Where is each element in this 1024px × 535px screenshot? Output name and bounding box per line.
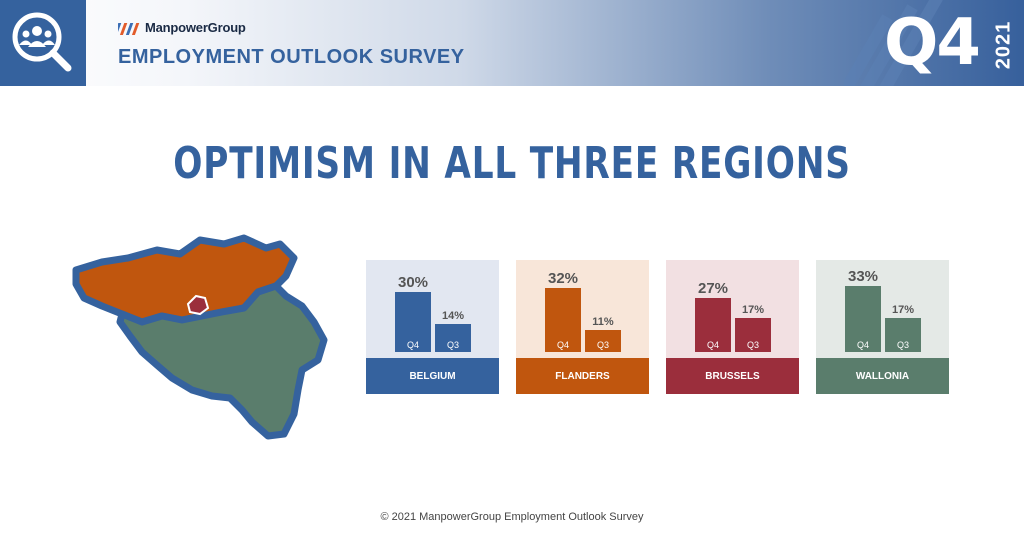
bar-q3: [585, 330, 621, 352]
banner-stripes: [844, 0, 943, 86]
bar-value-label: 14%: [442, 310, 464, 322]
region-label: WALLONIA: [816, 358, 949, 394]
region-charts: Q4 30% Q3 14% BELGIUM Q4 32% Q3 11% FLANDERS Q4 27%…: [366, 260, 950, 394]
bar-category-label: Q3: [897, 340, 909, 350]
brand-logo: ManpowerGroup: [118, 20, 246, 35]
brand-name: ManpowerGroup: [145, 20, 246, 35]
bar-category-label: Q3: [447, 340, 459, 350]
chart-background: [816, 260, 949, 358]
bar-value-label: 30%: [398, 274, 428, 291]
bar-chart-brussels: Q4 27% Q3 17%: [695, 280, 771, 352]
bar-q4: [845, 286, 881, 352]
chart-background: [366, 260, 499, 358]
main-title: OPTIMISM IN ALL THREE REGIONS: [173, 138, 851, 189]
bar-chart-flanders: Q4 32% Q3 11%: [545, 270, 621, 352]
year-label: 2021: [992, 20, 1015, 70]
region-label: FLANDERS: [516, 358, 649, 394]
bar-value-label: 17%: [742, 304, 764, 316]
chart-panel-wallonia: Q4 33% Q3 17% WALLONIA: [816, 260, 949, 394]
bar-q4: [545, 288, 581, 352]
bar-value-label: 11%: [592, 316, 614, 328]
search-people-icon-box: [0, 0, 86, 86]
bar-q3: [435, 324, 471, 352]
bar-q4: [695, 298, 731, 352]
bar-category-label: Q4: [857, 340, 869, 350]
bar-chart-belgium: Q4 30% Q3 14%: [395, 274, 471, 352]
chart-background: [516, 260, 649, 358]
header-banner: ManpowerGroup EMPLOYMENT OUTLOOK SURVEY …: [0, 0, 1024, 86]
year-label-box: 2021: [992, 10, 1015, 80]
brussels-region: [186, 294, 210, 316]
manpowergroup-logo-icon: [118, 22, 140, 35]
bar-value-label: 32%: [548, 270, 578, 287]
bar-category-label: Q4: [707, 340, 719, 350]
region-label: BRUSSELS: [666, 358, 799, 394]
bar-value-label: 33%: [848, 268, 878, 285]
bar-category-label: Q3: [597, 340, 609, 350]
bar-value-label: 27%: [698, 280, 728, 297]
bar-category-label: Q3: [747, 340, 759, 350]
chart-background: [666, 260, 799, 358]
footer-copyright: © 2021 ManpowerGroup Employment Outlook …: [380, 511, 644, 523]
people-search-icon: [12, 12, 72, 72]
bar-q4: [395, 292, 431, 352]
bar-q3: [735, 318, 771, 352]
bar-category-label: Q4: [557, 340, 569, 350]
region-label: BELGIUM: [366, 358, 499, 394]
bar-category-label: Q4: [407, 340, 419, 350]
wallonia-region: [116, 282, 328, 440]
bar-chart-wallonia: Q4 33% Q3 17%: [845, 268, 921, 352]
chart-panel-flanders: Q4 32% Q3 11% FLANDERS: [516, 260, 649, 394]
chart-panel-brussels: Q4 27% Q3 17% BRUSSELS: [666, 260, 799, 394]
bar-value-label: 17%: [892, 304, 914, 316]
survey-title: EMPLOYMENT OUTLOOK SURVEY: [118, 46, 465, 68]
quarter-label: Q4: [884, 6, 981, 80]
chart-panel-belgium: Q4 30% Q3 14% BELGIUM: [366, 260, 499, 394]
belgium-map: [72, 234, 328, 440]
bar-q3: [885, 318, 921, 352]
